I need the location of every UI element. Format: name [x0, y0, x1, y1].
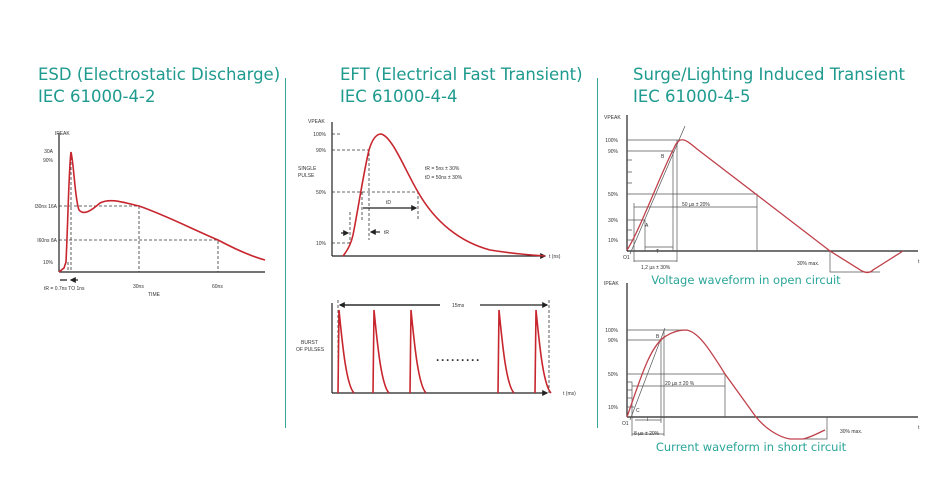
rise-time-spec: tR = 5ns ± 30%: [425, 166, 460, 172]
tick-label: 100%: [605, 138, 618, 144]
tick-label: 10%: [608, 238, 619, 244]
surge-title: Surge/Lighting Induced Transient IEC 610…: [633, 64, 905, 108]
surge-voltage-chart: VPEAK 100% 90% 50% 30% 10% A B O1 T 1,2 …: [604, 115, 920, 287]
point-a-label: A: [645, 223, 649, 229]
surge-current-chart: IPEAK 100% 90% 50% 10% C B O1 T 8 µs ± 2…: [604, 281, 920, 454]
tr-label: tR: [384, 230, 389, 236]
point-b-label: B: [656, 334, 660, 340]
side-label: BURST: [301, 340, 318, 346]
tick-label: 90%: [316, 148, 327, 154]
tick-label: 90%: [608, 338, 619, 344]
tick-label: 100%: [313, 132, 326, 138]
x-axis-label: t: [918, 259, 920, 265]
x-axis-label: t (ns): [549, 254, 561, 260]
x-axis-label: t: [918, 425, 920, 431]
esd-title: ESD (Electrostatic Discharge) IEC 61000-…: [38, 64, 280, 108]
surge-standard: IEC 61000-4-5: [633, 87, 751, 106]
esd-waveform-curve: [58, 151, 266, 273]
tick-label: I30ns 16A: [34, 204, 57, 210]
tick-label: I60ns 8A: [37, 238, 57, 244]
burst-pulse: [409, 309, 427, 394]
y-axis-label: VPEAK: [308, 119, 325, 125]
eft-standard: IEC 61000-4-4: [340, 87, 458, 106]
undershoot-label: 30% max.: [840, 429, 862, 435]
tick-label: 10%: [608, 405, 619, 411]
y-axis-label: VPEAK: [604, 115, 621, 121]
burst-pulse: [337, 309, 355, 394]
burst-pulse: [497, 309, 515, 394]
tick-label: 90%: [608, 149, 619, 155]
esd-title-line: ESD (Electrostatic Discharge): [38, 65, 281, 84]
side-label: SINGLE: [298, 166, 317, 172]
side-label: PULSE: [298, 173, 315, 179]
eft-burst-chart: BURST OF PULSES 15ms ········· t (ms): [296, 300, 576, 397]
eft-pulse-curve: [342, 133, 546, 257]
td-label: tD: [386, 200, 391, 206]
origin-label: O1: [623, 255, 630, 261]
tick-label: 10%: [43, 260, 54, 266]
tick-label: 90%: [43, 158, 54, 164]
burst-pulse: [534, 309, 552, 394]
tick-label: 50%: [608, 192, 619, 198]
period-label: 15ms: [452, 303, 465, 309]
rise-time-label: tR = 0.7ns TO 1ns: [44, 286, 85, 292]
axes: [58, 133, 265, 273]
current-waveform-curve: [626, 329, 826, 440]
half-value-time-label: 50 µs ± 20%: [682, 202, 710, 208]
t-label: T: [656, 249, 659, 255]
current-caption: Current waveform in short circuit: [656, 440, 847, 454]
y-axis-label: IPEAK: [55, 131, 70, 137]
surge-title-line: Surge/Lighting Induced Transient: [633, 65, 906, 84]
tick-label: 10%: [316, 241, 327, 247]
burst-pulse: [372, 309, 390, 394]
half-value-time-label: 20 µs ± 20 %: [665, 381, 695, 387]
tick-label: 60ns: [212, 284, 223, 290]
y-axis-label: IPEAK: [604, 281, 619, 287]
tick-label: 30ns: [133, 284, 144, 290]
esd-waveform-chart: IPEAK 30A 90% I30ns 16A I60ns 8A 10% tR …: [34, 131, 266, 298]
tick-label: 30%: [608, 218, 619, 224]
x-axis-label: TIME: [148, 292, 161, 298]
voltage-caption: Voltage waveform in open circuit: [651, 273, 841, 287]
esd-standard: IEC 61000-4-2: [38, 87, 156, 106]
tick-label: 100%: [605, 328, 618, 334]
tick-label: 30A: [44, 149, 54, 155]
eft-title-line: EFT (Electrical Fast Transient): [340, 65, 583, 84]
t-label: T: [646, 417, 649, 423]
point-c-label: C: [636, 408, 640, 414]
tick-label: 50%: [608, 372, 619, 378]
tick-label: 50%: [316, 190, 327, 196]
divider: [597, 78, 598, 428]
front-time-label: 1,2 µs ± 30%: [641, 265, 671, 271]
x-axis-label: t (ms): [563, 391, 576, 397]
point-b-label: B: [661, 154, 665, 160]
voltage-waveform-curve: [626, 139, 904, 274]
ellipsis: ·········: [436, 353, 481, 367]
divider: [285, 78, 286, 428]
origin-label: O1: [622, 421, 629, 427]
duration-spec: tD = 50ns ± 30%: [425, 175, 463, 181]
eft-title: EFT (Electrical Fast Transient) IEC 6100…: [340, 64, 583, 108]
front-time-label: 8 µs ± 20%: [634, 431, 660, 437]
side-label: OF PULSES: [296, 347, 325, 353]
eft-single-pulse-chart: VPEAK 100% 90% 50% 10% SINGLE PULSE tD t…: [298, 119, 561, 260]
undershoot-label: 30% max.: [797, 261, 819, 267]
